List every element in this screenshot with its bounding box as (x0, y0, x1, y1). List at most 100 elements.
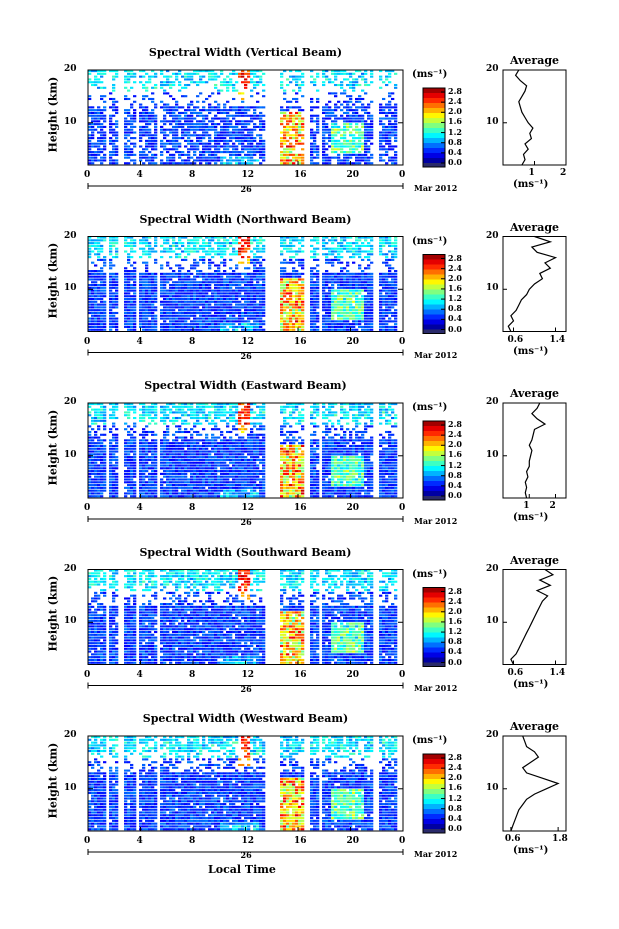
y-axis-label: Height (km) (46, 575, 60, 652)
average-y-tick-label: 20 (486, 64, 499, 74)
x-tick-label: 0 (84, 336, 91, 347)
y-tick-label: 10 (64, 616, 77, 627)
average-x-label: (ms⁻¹) (513, 345, 549, 357)
average-profile-line (514, 69, 534, 166)
x-tick-label: 8 (189, 503, 196, 513)
average-plot (502, 69, 567, 166)
heatmap-cells (88, 236, 398, 331)
y-axis-label: Height (km) (46, 742, 60, 818)
x-tick-label: 0 (399, 836, 406, 846)
colorbar-tick-label: 2.4 (448, 595, 462, 606)
colorbar-unit: (ms⁻¹) (412, 402, 448, 413)
average-y-tick-label: 10 (486, 449, 499, 460)
colorbar-tick-label: 2.8 (448, 86, 462, 96)
colorbar-tick-label: 1.2 (448, 293, 462, 304)
x-tick-label: 20 (346, 170, 360, 180)
x-tick-label: 4 (136, 836, 143, 846)
heatmap-cells (88, 70, 398, 165)
colorbar-tick-label: 0.4 (448, 812, 462, 823)
x-tick-label: 0 (399, 336, 406, 347)
x-tick-label: 12 (241, 503, 255, 513)
y-tick-label: 10 (64, 782, 77, 793)
x-tick-label: 8 (189, 336, 196, 347)
average-x-label: (ms⁻¹) (513, 512, 549, 523)
day-label: 26 (240, 850, 252, 860)
y-tick-label: 10 (64, 283, 77, 294)
colorbar (422, 753, 446, 834)
colorbar-tick-label: 0.8 (448, 802, 462, 813)
colorbar-tick-label: 1.2 (448, 626, 462, 637)
colorbar-tick-label: 1.6 (448, 782, 462, 793)
average-title: Average (509, 720, 560, 733)
colorbar-tick-label: 2.0 (448, 605, 462, 616)
colorbar-tick-label: 0.0 (448, 157, 462, 167)
colorbar-tick-label: 1.2 (448, 459, 462, 470)
y-tick-label: 10 (64, 116, 77, 127)
colorbar-tick-label: 0.4 (448, 313, 462, 324)
average-y-tick-label: 10 (486, 283, 499, 294)
colorbar-tick-label: 2.8 (448, 752, 462, 762)
y-axis-label: Height (km) (46, 242, 60, 319)
average-profile-line (524, 402, 547, 499)
average-x-label: (ms⁻¹) (513, 845, 549, 856)
average-title: Average (509, 387, 560, 400)
average-profile-line (510, 569, 555, 665)
x-tick-label: 16 (294, 170, 307, 180)
colorbar-tick-label: 1.2 (448, 792, 462, 803)
panel-title: Spectral Width (Northward Beam) (139, 212, 352, 226)
colorbar (422, 420, 446, 501)
panel-2 (87, 402, 567, 522)
x-tick-label: 16 (294, 336, 307, 347)
colorbar-tick-label: 0.4 (448, 479, 462, 490)
colorbar (422, 87, 446, 168)
x-tick-label: 0 (399, 669, 406, 680)
colorbar-tick-label: 0.8 (448, 303, 462, 314)
panel-title: Spectral Width (Vertical Beam) (148, 46, 343, 59)
x-tick-label: 16 (294, 669, 307, 680)
average-x-tick-label: 1 (523, 501, 530, 511)
panel-title: Spectral Width (Southward Beam) (139, 545, 352, 559)
x-tick-label: 4 (136, 669, 143, 680)
colorbar-tick-label: 2.8 (448, 585, 462, 596)
y-tick-label: 20 (64, 730, 77, 740)
y-axis-label: Height (km) (46, 409, 60, 485)
y-tick-label: 20 (64, 563, 77, 574)
x-tick-label: 20 (346, 336, 360, 347)
colorbar-tick-label: 2.0 (448, 772, 462, 783)
x-tick-label: 4 (136, 170, 143, 180)
average-title: Average (509, 54, 560, 67)
colorbar-tick-label: 0.0 (448, 490, 462, 500)
x-tick-label: 20 (346, 669, 360, 680)
heatmap-cells (88, 736, 398, 831)
colorbar-tick-label: 0.4 (448, 146, 462, 157)
colorbar-tick-label: 1.2 (448, 126, 462, 137)
average-x-tick-label: 1.8 (552, 834, 568, 844)
colorbar-tick-label: 1.6 (448, 449, 462, 460)
average-profile-line (510, 735, 560, 832)
average-x-label: (ms⁻¹) (513, 179, 549, 190)
average-plot (502, 569, 567, 665)
colorbar-tick-label: 0.0 (448, 323, 462, 334)
colorbar-tick-label: 2.4 (448, 762, 462, 773)
average-plot (502, 402, 567, 499)
x-tick-label: 12 (241, 170, 255, 180)
colorbar-tick-label: 2.0 (448, 272, 462, 283)
colorbar-tick-label: 2.8 (448, 252, 462, 263)
average-y-tick-label: 20 (486, 397, 499, 407)
x-tick-label: 12 (241, 336, 255, 347)
average-x-tick-label: 0.6 (507, 334, 524, 345)
panel-title: Spectral Width (Westward Beam) (142, 712, 349, 725)
average-x-tick-label: 2 (549, 501, 556, 511)
colorbar-tick-label: 2.4 (448, 429, 462, 440)
x-tick-label: 8 (189, 170, 196, 180)
average-y-tick-label: 10 (486, 616, 499, 627)
heatmap-cells (88, 403, 398, 498)
colorbar-unit: (ms⁻¹) (412, 735, 448, 746)
colorbar-tick-label: 0.8 (448, 469, 462, 480)
colorbar-unit: (ms⁻¹) (412, 235, 448, 247)
x-tick-label: 0 (84, 170, 91, 180)
average-x-tick-label: 1.4 (549, 334, 566, 345)
average-title: Average (509, 220, 560, 234)
x-axis-title: Local Time (208, 863, 276, 876)
